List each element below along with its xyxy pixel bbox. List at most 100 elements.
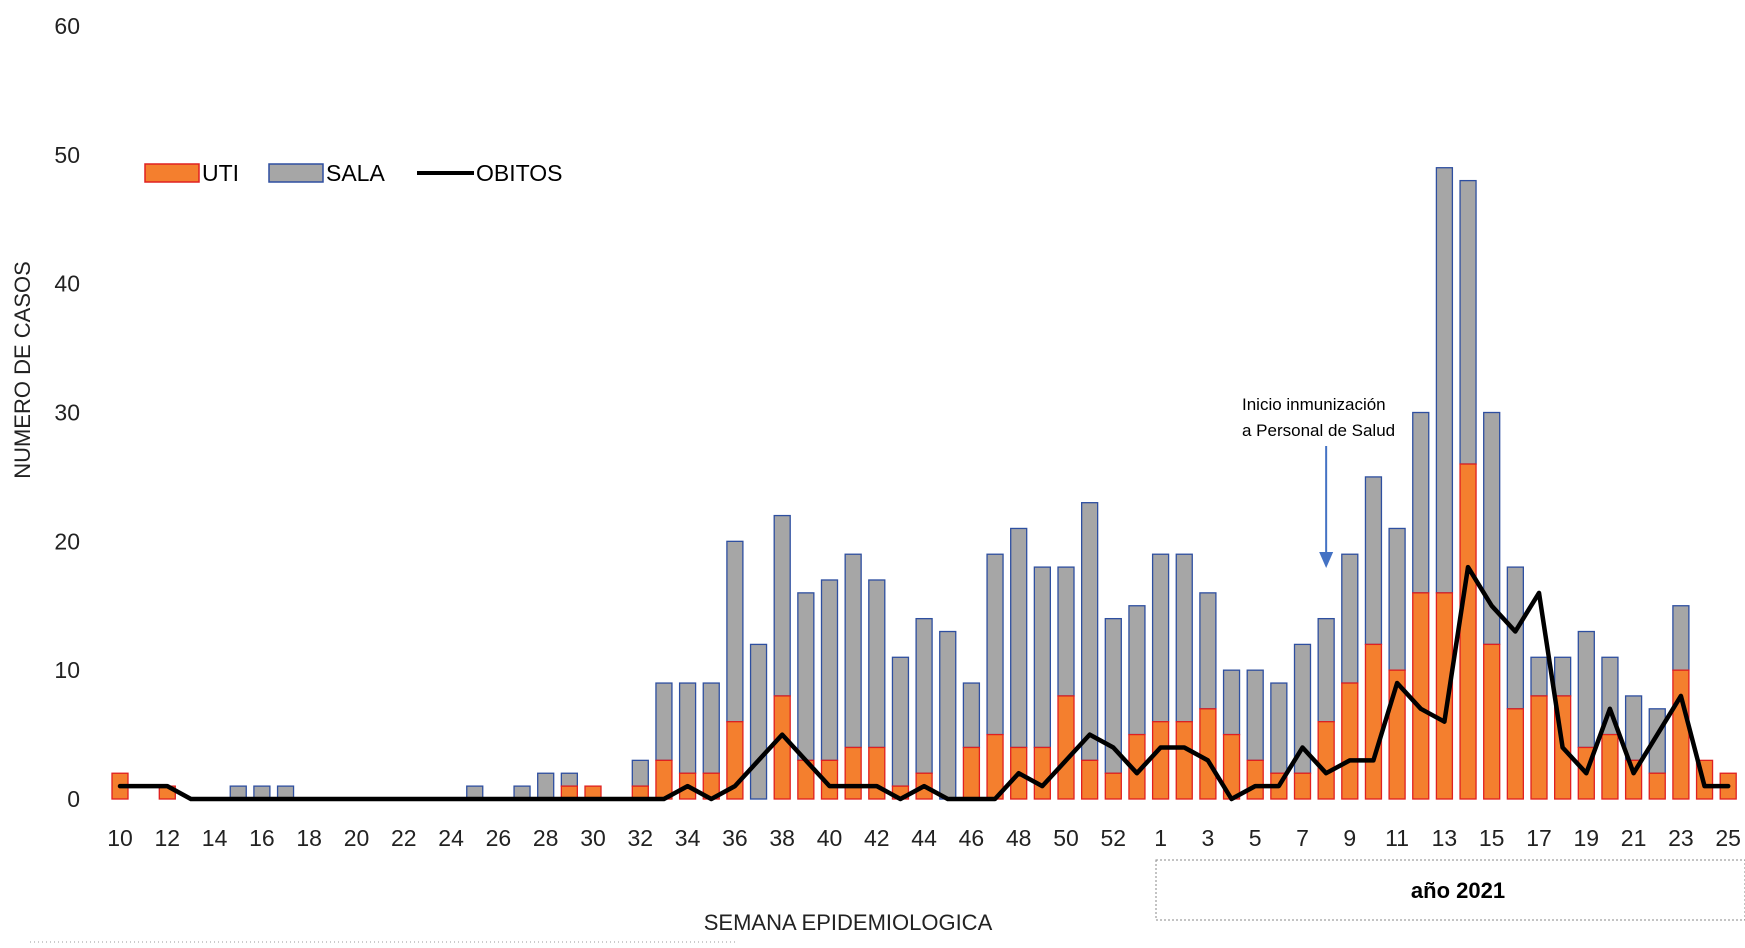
bar-uti-week-33-23 bbox=[655, 759, 673, 800]
bar-uti-week-1-44 bbox=[1151, 721, 1170, 800]
bar-uti-week-41-31 bbox=[844, 746, 862, 800]
bar-sala-week-43-33 bbox=[891, 656, 910, 787]
bar-uti-week-16-59 bbox=[1506, 708, 1524, 800]
bar-sala-week-53-43 bbox=[1128, 605, 1146, 736]
bar-uti-week-10-53 bbox=[1364, 643, 1383, 800]
x-tick-label-11-54: 11 bbox=[1385, 825, 1409, 851]
bar-sala-week-23-66 bbox=[1672, 605, 1690, 671]
bar-sala-week-11-54 bbox=[1388, 527, 1406, 671]
immunization-annotation: Inicio inmunización a Personal de Salud bbox=[1242, 395, 1395, 568]
obitos-line-layer bbox=[117, 564, 1731, 802]
x-tick-label-9-52: 9 bbox=[1343, 825, 1356, 851]
y-tick-label-50: 50 bbox=[54, 142, 80, 168]
bar-sala-week-44-34 bbox=[915, 617, 933, 774]
bar-uti-week-5-48 bbox=[1246, 759, 1264, 800]
bar-uti-week-7-50 bbox=[1293, 772, 1312, 800]
bar-uti-week-52-42 bbox=[1104, 772, 1122, 800]
bar-uti-week-47-37 bbox=[986, 733, 1004, 800]
y-tick-label-10: 10 bbox=[54, 657, 80, 683]
annotation-line-2: a Personal de Salud bbox=[1242, 421, 1395, 440]
bar-sala-week-39-29 bbox=[797, 592, 815, 761]
bar-sala-week-10-53 bbox=[1364, 476, 1383, 646]
x-tick-label-28-18: 28 bbox=[533, 825, 559, 851]
bar-uti-week-49-39 bbox=[1033, 746, 1051, 800]
bar-uti-week-9-52 bbox=[1341, 682, 1359, 800]
bar-sala-week-2-45 bbox=[1175, 553, 1193, 723]
y-tick-label-0: 0 bbox=[67, 786, 80, 812]
x-tick-label-32-22: 32 bbox=[628, 825, 654, 851]
year-box-label: año 2021 bbox=[1411, 878, 1505, 903]
legend-swatch-uti bbox=[144, 163, 200, 183]
bar-sala-week-28-18 bbox=[537, 772, 555, 800]
x-axis-label: SEMANA EPIDEMIOLOGICA bbox=[704, 910, 993, 935]
y-axis-label: NUMERO DE CASOS bbox=[10, 261, 35, 479]
x-tick-label-44-34: 44 bbox=[911, 825, 937, 851]
bar-sala-week-48-38 bbox=[1010, 527, 1028, 749]
x-tick-label-25-68: 25 bbox=[1715, 825, 1741, 851]
bar-sala-week-49-39 bbox=[1033, 566, 1051, 749]
bar-sala-week-6-49 bbox=[1270, 682, 1288, 774]
y-tick-label-60: 60 bbox=[54, 13, 80, 39]
x-tick-label-10-0: 10 bbox=[107, 825, 133, 851]
year-box bbox=[1155, 859, 1745, 921]
x-tick-label-23-66: 23 bbox=[1668, 825, 1694, 851]
bars bbox=[111, 167, 1737, 800]
x-tick-label-17-60: 17 bbox=[1526, 825, 1552, 851]
bar-sala-week-33-23 bbox=[655, 682, 673, 761]
bar-sala-week-50-40 bbox=[1057, 566, 1075, 697]
x-tick-label-30-20: 30 bbox=[580, 825, 606, 851]
x-tick-label-52-42: 52 bbox=[1101, 825, 1127, 851]
x-tick-label-7-50: 7 bbox=[1296, 825, 1309, 851]
x-tick-label-12-2: 12 bbox=[155, 825, 181, 851]
bar-sala-week-32-22 bbox=[631, 759, 649, 787]
bar-uti-week-46-36 bbox=[962, 746, 981, 800]
obitos-line bbox=[117, 564, 1731, 802]
bar-uti-week-50-40 bbox=[1057, 695, 1075, 800]
x-tick-label-14-4: 14 bbox=[202, 825, 228, 851]
x-tick-label-50-40: 50 bbox=[1053, 825, 1079, 851]
bar-sala-week-29-19 bbox=[560, 772, 578, 787]
bar-sala-week-42-32 bbox=[868, 579, 886, 749]
legend-swatch-sala bbox=[268, 163, 324, 183]
x-tick-label-18-8: 18 bbox=[296, 825, 322, 851]
bar-uti-week-15-58 bbox=[1483, 643, 1501, 800]
bar-sala-week-9-52 bbox=[1341, 553, 1359, 684]
x-axis-tick-labels: 10 12 14 16 18 20 22 24 26 28 30 32 34 36 38 40 42 44 46 48… bbox=[107, 825, 1741, 851]
bar-sala-week-3-46 bbox=[1199, 592, 1217, 710]
x-tick-label-46-36: 46 bbox=[959, 825, 985, 851]
x-tick-label-40-30: 40 bbox=[817, 825, 843, 851]
bar-sala-week-19-62 bbox=[1577, 630, 1595, 749]
bar-sala-week-1-44 bbox=[1151, 553, 1170, 723]
bar-sala-week-12-55 bbox=[1412, 411, 1430, 594]
x-tick-label-13-56: 13 bbox=[1432, 825, 1458, 851]
annotation-arrow-head-icon bbox=[1319, 552, 1334, 568]
x-tick-label-48-38: 48 bbox=[1006, 825, 1032, 851]
y-tick-label-40: 40 bbox=[54, 271, 80, 297]
bar-sala-week-51-41 bbox=[1081, 502, 1099, 761]
bar-sala-week-45-35 bbox=[939, 630, 957, 800]
x-tick-label-22-12: 22 bbox=[391, 825, 417, 851]
bar-uti-week-8-51 bbox=[1317, 721, 1335, 800]
bar-sala-week-36-26 bbox=[726, 540, 744, 723]
x-tick-label-19-62: 19 bbox=[1574, 825, 1600, 851]
bar-sala-week-17-60 bbox=[1530, 656, 1548, 697]
x-tick-label-15-58: 15 bbox=[1479, 825, 1505, 851]
bar-uti-week-22-65 bbox=[1648, 772, 1666, 800]
legend: UTI SALA OBITOS bbox=[144, 160, 563, 186]
bar-sala-week-46-36 bbox=[962, 682, 981, 749]
x-tick-label-16-6: 16 bbox=[249, 825, 275, 851]
bar-sala-week-13-56 bbox=[1435, 167, 1454, 594]
bar-uti-week-13-56 bbox=[1435, 592, 1454, 800]
x-tick-label-38-28: 38 bbox=[769, 825, 795, 851]
bar-sala-week-5-48 bbox=[1246, 669, 1264, 762]
bar-uti-week-51-41 bbox=[1081, 759, 1099, 800]
x-tick-label-1-44: 1 bbox=[1154, 825, 1167, 851]
bar-uti-week-38-28 bbox=[773, 695, 791, 800]
x-tick-label-21-64: 21 bbox=[1621, 825, 1647, 851]
bar-sala-week-8-51 bbox=[1317, 617, 1335, 723]
bar-uti-week-3-46 bbox=[1199, 708, 1217, 800]
legend-label-sala: SALA bbox=[326, 160, 385, 186]
x-tick-label-5-48: 5 bbox=[1249, 825, 1262, 851]
y-tick-label-30: 30 bbox=[54, 400, 80, 426]
